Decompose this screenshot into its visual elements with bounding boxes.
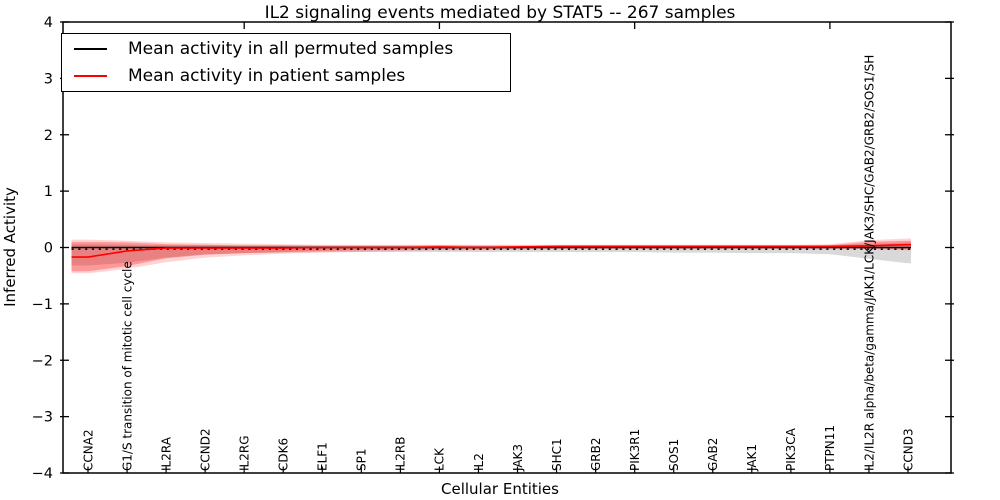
x-category-label: IL2/IL2R alpha/beta/gamma/JAK1/LCK/JAK3/… — [862, 55, 876, 471]
x-axis-title: Cellular Entities — [441, 480, 559, 498]
y-tick-label: 3 — [44, 71, 53, 87]
y-tick-label: −4 — [32, 466, 53, 482]
x-category-label: SP1 — [355, 449, 369, 472]
x-category-label: IL2RA — [159, 436, 173, 471]
x-category-label: G1/S transition of mitotic cell cycle — [120, 261, 134, 471]
patient-samples-spread-outer-band — [71, 238, 911, 274]
x-category-label: IL2RG — [238, 436, 252, 472]
x-category-label: IL2RB — [394, 437, 408, 471]
x-category-label: PIK3R1 — [628, 429, 642, 471]
x-category-label: ELF1 — [316, 442, 330, 471]
x-category-label: LCK — [433, 447, 447, 471]
legend-item-permuted: Mean activity in all permuted samples — [62, 36, 510, 62]
legend-label-patient: Mean activity in patient samples — [128, 66, 406, 87]
y-tick-label: −1 — [32, 297, 53, 313]
legend-label-permuted: Mean activity in all permuted samples — [128, 38, 454, 59]
y-axis-title: Inferred Activity — [1, 187, 19, 307]
red-line-sample-icon — [74, 75, 107, 78]
patient-mean-line — [71, 243, 911, 258]
x-category-label: JAK1 — [745, 444, 759, 472]
y-tick-label: 4 — [44, 15, 53, 31]
y-tick-label: −3 — [32, 410, 53, 426]
legend-item-patient: Mean activity in patient samples — [62, 63, 510, 89]
y-tick-label: 0 — [44, 241, 53, 257]
x-category-label: CCND3 — [901, 428, 915, 471]
black-line-sample-icon — [74, 47, 107, 50]
y-tick-label: 2 — [44, 128, 53, 144]
y-tick-label: 1 — [44, 184, 53, 200]
x-category-label: SOS1 — [667, 439, 681, 471]
x-category-label: GRB2 — [589, 437, 603, 471]
y-tick-label: −2 — [32, 353, 53, 369]
x-category-label: CCNA2 — [81, 429, 95, 471]
x-category-label: PIK3CA — [784, 427, 798, 471]
x-category-label: JAK3 — [511, 444, 525, 472]
x-category-label: IL2 — [472, 453, 486, 471]
x-category-label: SHC1 — [550, 438, 564, 471]
legend: Mean activity in all permuted samples Me… — [61, 33, 511, 92]
x-category-label: PTPN11 — [823, 425, 837, 471]
x-category-label: CDK6 — [277, 438, 291, 471]
x-category-label: GAB2 — [706, 438, 720, 471]
chart-title: IL2 signaling events mediated by STAT5 -… — [264, 3, 736, 23]
x-category-label: CCND2 — [198, 428, 212, 471]
